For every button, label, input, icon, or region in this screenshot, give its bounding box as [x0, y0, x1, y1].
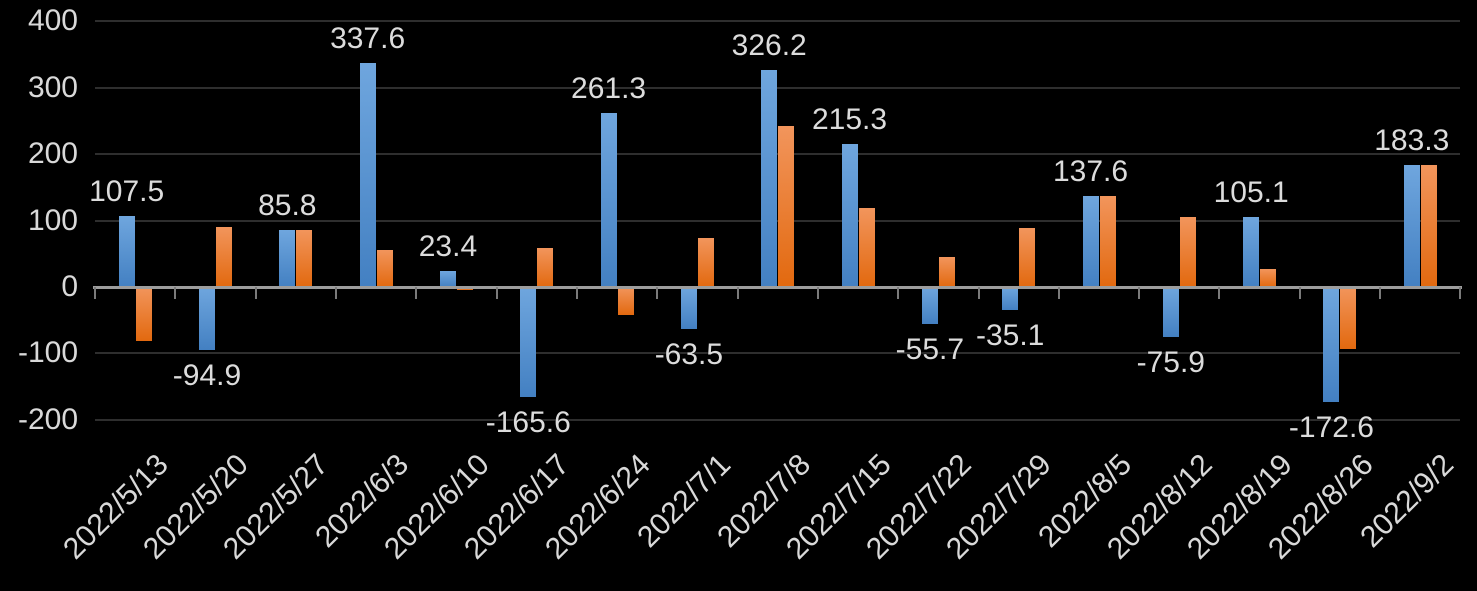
data-label: 183.3 — [1374, 124, 1450, 158]
bar-orange-2022/5/27 — [296, 229, 313, 287]
x-axis-line — [93, 285, 1463, 289]
gridline-100 — [95, 219, 1461, 222]
bar-blue-2022/8/12 — [1162, 287, 1179, 338]
x-axis-tick — [736, 287, 739, 299]
data-label: -35.1 — [975, 319, 1045, 353]
bar-orange-2022/7/22 — [938, 257, 955, 287]
x-axis-tick — [977, 287, 980, 299]
bar-blue-2022/8/5 — [1082, 195, 1099, 287]
x-axis-tick — [1218, 287, 1221, 299]
x-axis-tick — [1057, 287, 1060, 299]
x-axis-tick — [816, 287, 819, 299]
bar-orange-2022/9/2 — [1420, 165, 1437, 287]
x-axis-tick — [254, 287, 257, 299]
data-label: 137.6 — [1052, 154, 1129, 188]
y-axis-label: 400 — [27, 4, 78, 38]
y-axis-label: 0 — [61, 270, 78, 303]
x-axis-tick — [94, 287, 96, 299]
bar-orange-2022/6/3 — [376, 250, 393, 287]
bar-blue-2022/6/3 — [359, 62, 376, 287]
y-axis-label: 300 — [27, 70, 78, 104]
data-label: 326.2 — [731, 29, 807, 63]
bar-blue-2022/9/2 — [1403, 165, 1420, 287]
bar-orange-2022/8/19 — [1260, 269, 1277, 287]
bar-blue-2022/8/19 — [1243, 217, 1260, 287]
bar-orange-2022/8/12 — [1179, 217, 1196, 287]
bar-blue-2022/7/22 — [921, 287, 938, 324]
data-label: 23.4 — [418, 230, 478, 264]
y-axis-label: -200 — [17, 402, 78, 436]
x-axis-tick — [1379, 287, 1382, 299]
data-label: -63.5 — [654, 338, 724, 372]
x-axis-tick — [495, 287, 498, 299]
bar-orange-2022/7/15 — [858, 207, 875, 287]
data-label: -55.7 — [895, 332, 965, 366]
data-label: 107.5 — [89, 174, 165, 208]
data-label: -75.9 — [1136, 346, 1205, 380]
data-label: 337.6 — [330, 21, 406, 55]
bar-blue-2022/6/24 — [600, 113, 617, 287]
x-axis-tick — [415, 287, 418, 299]
gridline-300 — [95, 86, 1461, 89]
gridline-200 — [95, 153, 1461, 156]
data-label: 85.8 — [258, 189, 317, 223]
bar-blue-2022/6/10 — [439, 271, 456, 287]
data-label: 261.3 — [571, 72, 647, 106]
y-axis-label: -100 — [17, 336, 78, 370]
gridline-400 — [95, 20, 1461, 23]
x-axis-tick — [1298, 287, 1301, 299]
y-axis-label: 100 — [27, 203, 78, 237]
x-axis-tick — [1459, 287, 1462, 299]
bar-blue-2022/5/13 — [118, 215, 135, 287]
bar-orange-2022/8/5 — [1099, 196, 1116, 287]
x-axis-tick — [897, 287, 900, 299]
x-axis-tick — [1138, 287, 1141, 299]
bar-orange-2022/7/29 — [1019, 227, 1036, 287]
data-label: -94.9 — [172, 359, 242, 392]
bar-orange-2022/5/13 — [135, 287, 152, 341]
bar-orange-2022/7/8 — [778, 126, 795, 287]
x-axis-tick — [334, 287, 337, 299]
gridline--100 — [95, 352, 1461, 355]
bar-orange-2022/7/1 — [697, 237, 714, 287]
bar-blue-2022/5/27 — [279, 230, 296, 287]
bar-blue-2022/7/29 — [1002, 287, 1019, 311]
y-axis-label: 200 — [27, 137, 78, 171]
bar-blue-2022/7/15 — [841, 144, 858, 287]
bar-orange-2022/8/26 — [1340, 287, 1357, 350]
bar-orange-2022/5/20 — [215, 227, 232, 287]
bar-blue-2022/5/20 — [198, 287, 215, 350]
bar-orange-2022/6/24 — [617, 287, 634, 315]
data-label: 105.1 — [1213, 176, 1289, 210]
bar-blue-2022/6/17 — [520, 287, 537, 397]
bar-blue-2022/7/8 — [761, 70, 778, 287]
data-label: -172.6 — [1288, 410, 1374, 444]
bar-orange-2022/6/10 — [456, 287, 473, 291]
bar-blue-2022/7/1 — [680, 287, 697, 330]
bar-orange-2022/6/17 — [537, 248, 554, 287]
gridline--200 — [95, 418, 1461, 421]
data-label: -165.6 — [485, 405, 571, 439]
x-axis-tick — [575, 287, 578, 299]
x-axis-tick — [656, 287, 659, 299]
data-label: 215.3 — [811, 103, 888, 137]
x-axis-tick — [174, 287, 177, 299]
bar-blue-2022/8/26 — [1323, 287, 1340, 402]
